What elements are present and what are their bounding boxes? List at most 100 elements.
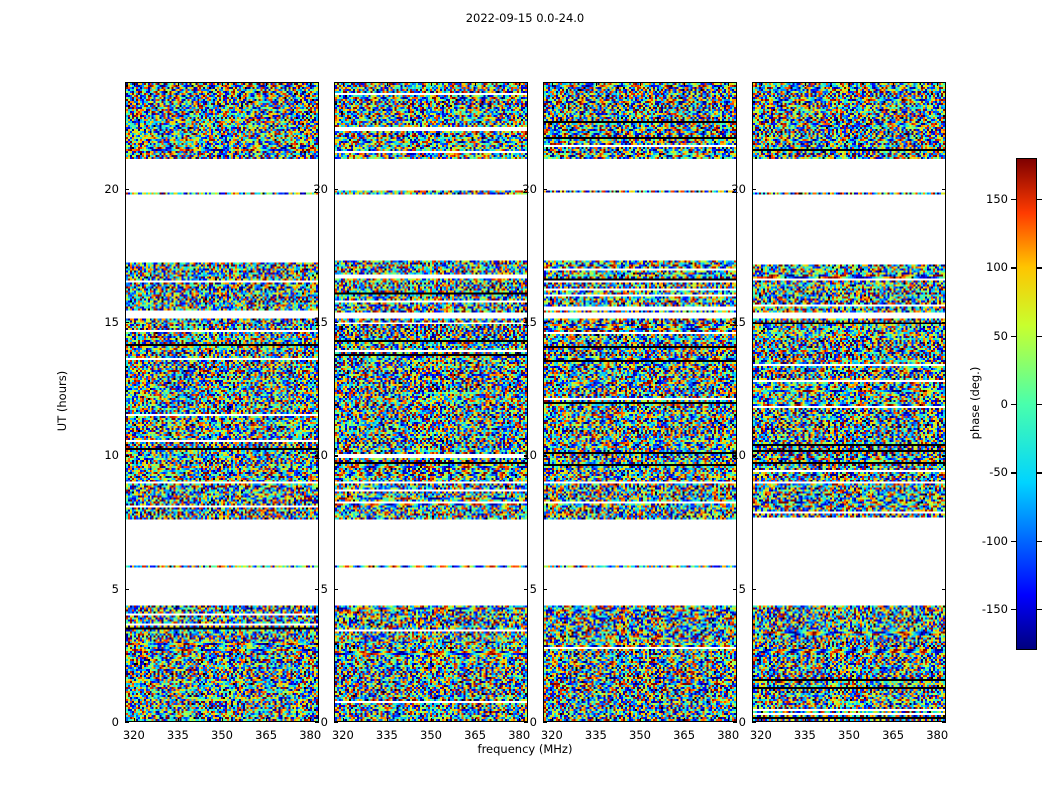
y-tick-mark xyxy=(334,322,338,324)
y-tick-mark xyxy=(543,722,547,724)
x-tick-mark xyxy=(519,718,521,722)
x-tick-mark xyxy=(804,718,807,722)
y-tick-label: 0 xyxy=(529,715,537,729)
x-tick-mark xyxy=(684,82,686,86)
x-tick-mark xyxy=(342,718,344,722)
x-tick-mark xyxy=(386,82,389,86)
figure-suptitle: 2022-09-15 0.0-24.0 xyxy=(465,11,585,25)
colorbar-tick-mark xyxy=(1011,199,1016,201)
y-tick-mark xyxy=(942,455,946,457)
x-tick-label: 335 xyxy=(375,728,398,742)
y-tick-mark xyxy=(752,188,756,190)
y-tick-mark xyxy=(315,188,319,190)
x-tick-mark xyxy=(266,82,268,86)
y-tick-label: 10 xyxy=(522,448,537,463)
colorbar-tick-label: -100 xyxy=(981,533,1008,548)
spectrum-panel-yy: YY, V1*V5=EA27*EA11 xyxy=(334,82,528,722)
colorbar-tick-label: 100 xyxy=(986,260,1008,275)
y-tick-mark xyxy=(125,322,129,324)
y-tick-mark xyxy=(543,322,547,324)
y-tick-label: 15 xyxy=(313,315,328,329)
y-tick-mark xyxy=(733,455,737,457)
x-tick-label: 365 xyxy=(673,728,696,742)
y-tick-mark xyxy=(942,188,946,190)
x-tick-mark xyxy=(386,718,389,722)
y-tick-mark xyxy=(733,322,737,324)
x-tick-mark xyxy=(893,718,895,722)
x-tick-mark xyxy=(222,82,224,86)
x-tick-mark xyxy=(133,718,135,722)
x-tick-label: 335 xyxy=(584,728,607,742)
x-tick-mark xyxy=(595,82,598,86)
x-tick-mark xyxy=(431,718,433,722)
x-tick-label: 380 xyxy=(926,728,949,742)
x-tick-mark xyxy=(133,82,135,86)
y-tick-mark xyxy=(543,455,547,457)
colorbar-tick-mark xyxy=(1037,609,1042,611)
x-tick-mark xyxy=(266,718,268,722)
dynamic-spectrum-image-yy xyxy=(335,83,527,721)
y-tick-mark xyxy=(752,588,756,590)
y-tick-label: 10 xyxy=(313,448,328,463)
x-tick-mark xyxy=(310,718,312,722)
x-tick-mark xyxy=(804,82,807,86)
y-tick-mark xyxy=(334,455,338,457)
y-tick-label: 5 xyxy=(111,581,119,596)
y-tick-mark xyxy=(334,588,338,590)
spectrum-panel-xy: XY, V1*V5=EA27*EA11 xyxy=(543,82,737,722)
x-tick-mark xyxy=(849,718,851,722)
y-tick-mark xyxy=(334,722,338,724)
spectrum-panel-xx: XX, V1*V5=EA27*EA11 xyxy=(125,82,319,722)
x-axis-label: frequency (MHz) xyxy=(477,742,573,756)
x-tick-mark xyxy=(551,718,553,722)
x-tick-label: 320 xyxy=(749,728,772,742)
y-tick-mark xyxy=(315,455,319,457)
dynamic-spectrum-image-yx xyxy=(753,83,945,721)
y-tick-label: 20 xyxy=(104,181,119,196)
x-tick-label: 380 xyxy=(717,728,740,742)
y-tick-mark xyxy=(524,588,528,590)
y-tick-mark xyxy=(942,322,946,324)
x-tick-label: 320 xyxy=(331,728,354,742)
x-tick-mark xyxy=(177,82,180,86)
dynamic-spectrum-image-xy xyxy=(544,83,736,721)
x-tick-mark xyxy=(760,718,762,722)
y-tick-mark xyxy=(543,188,547,190)
x-tick-label: 350 xyxy=(838,728,860,742)
y-tick-mark xyxy=(733,588,737,590)
y-tick-mark xyxy=(752,455,756,457)
y-tick-mark xyxy=(752,722,756,724)
y-tick-mark xyxy=(334,188,338,190)
x-tick-mark xyxy=(342,82,344,86)
colorbar-tick-mark xyxy=(1011,335,1016,337)
x-tick-mark xyxy=(893,82,895,86)
y-tick-mark xyxy=(733,722,737,724)
x-tick-label: 380 xyxy=(508,728,531,742)
x-tick-mark xyxy=(519,82,521,86)
dynamic-spectrum-image-xx xyxy=(126,83,318,721)
colorbar-tick-mark xyxy=(1011,472,1016,474)
x-tick-label: 320 xyxy=(122,728,145,742)
x-tick-label: 350 xyxy=(420,728,442,742)
x-tick-mark xyxy=(595,718,598,722)
y-tick-mark xyxy=(543,588,547,590)
colorbar-gradient xyxy=(1017,159,1036,649)
y-tick-label: 10 xyxy=(731,448,746,463)
y-tick-label: 0 xyxy=(320,715,328,729)
colorbar-tick-mark xyxy=(1011,267,1016,269)
colorbar-tick-mark xyxy=(1011,609,1016,611)
x-tick-label: 365 xyxy=(464,728,487,742)
x-tick-mark xyxy=(177,718,180,722)
y-tick-mark xyxy=(733,188,737,190)
colorbar-title: phase (deg.) xyxy=(968,366,982,440)
colorbar-tick-label: 150 xyxy=(986,192,1008,206)
spectrum-panel-yx: YX, V1*V5=EA27*EA11 xyxy=(752,82,946,722)
y-tick-mark xyxy=(524,722,528,724)
x-tick-label: 335 xyxy=(166,728,189,742)
y-tick-mark xyxy=(315,322,319,324)
colorbar-tick-label: -150 xyxy=(981,602,1008,616)
x-tick-mark xyxy=(728,82,730,86)
colorbar-tick-mark xyxy=(1037,335,1042,337)
y-tick-mark xyxy=(125,588,129,590)
